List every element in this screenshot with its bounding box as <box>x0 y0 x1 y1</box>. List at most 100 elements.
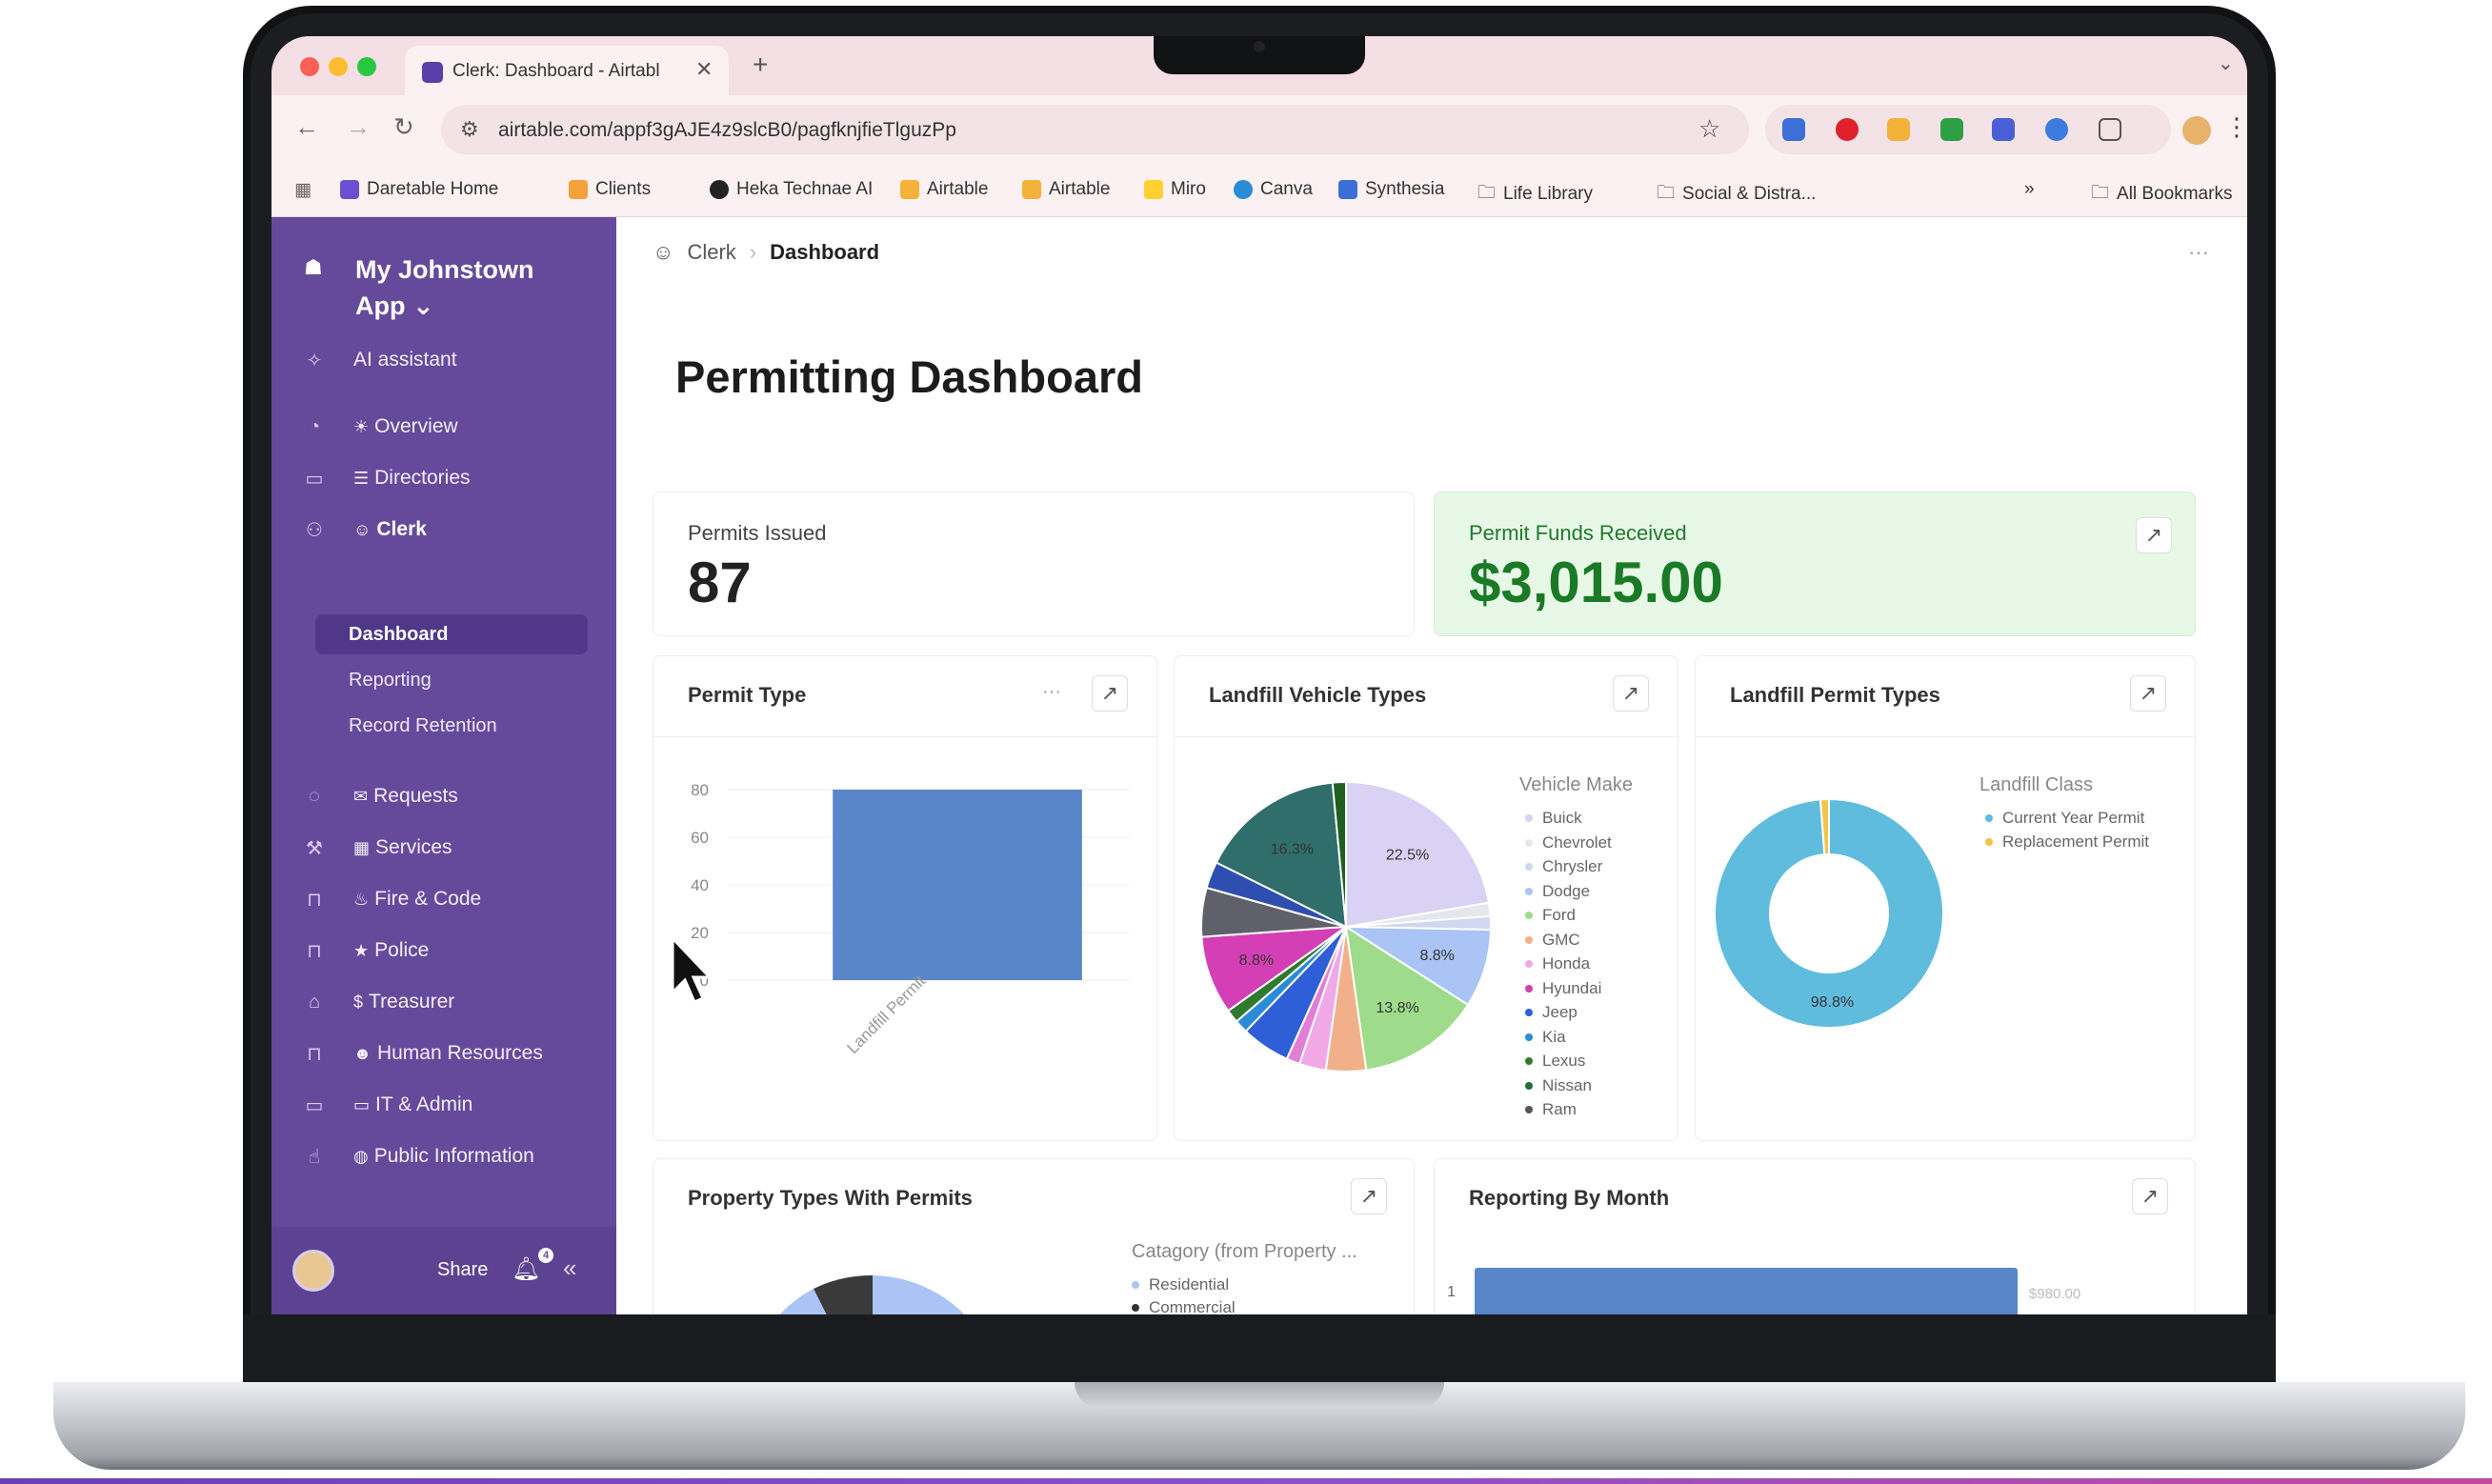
x-tick-label: Landfill Permit <box>843 972 929 1057</box>
new-tab-icon[interactable]: + <box>753 50 769 79</box>
heka-icon <box>710 180 729 199</box>
legend-label: Buick <box>1542 809 1582 827</box>
bar[interactable] <box>833 790 1082 980</box>
bookmark-life-library[interactable]: 🗀 Life Library <box>1477 179 1593 210</box>
more-bookmarks-icon[interactable]: » <box>2024 179 2035 199</box>
browser-tab[interactable]: Clerk: Dashboard - Airtabl ✕ <box>405 46 729 95</box>
collapse-sidebar-icon[interactable]: « <box>563 1253 577 1282</box>
puzzle-extensions-icon[interactable] <box>2099 118 2121 141</box>
card-more-icon[interactable]: ··· <box>1042 681 1061 702</box>
page-more-icon[interactable]: ··· <box>2188 240 2209 264</box>
apps-grid-icon[interactable]: ▦ <box>294 180 312 200</box>
pie-slice[interactable] <box>1331 780 1347 928</box>
expand-icon[interactable]: ↗ <box>1092 675 1128 712</box>
sidebar-item-overview[interactable]: ◔ ☀ Overview <box>271 406 616 448</box>
sidebar-item-requests[interactable]: ◌ ✉ Requests <box>271 775 616 817</box>
clerk-emoji-icon: ☺ <box>353 519 372 539</box>
expand-icon[interactable]: ↗ <box>1351 1178 1387 1214</box>
legend-dot <box>1525 1033 1533 1041</box>
notifications-bell-icon[interactable]: 🔔︎ <box>512 1256 541 1282</box>
card-title: Landfill Permit Types <box>1730 683 1940 707</box>
sidebar-item-directories[interactable]: ▭ ☰ Directories <box>271 457 616 499</box>
close-window-button[interactable] <box>300 57 319 76</box>
bookmark-miro[interactable]: Miro <box>1144 179 1206 200</box>
all-bookmarks[interactable]: 🗀 All Bookmarks <box>2091 179 2232 210</box>
sidebar-item-label: Fire & Code <box>374 888 482 910</box>
legend-item: Current Year Permit <box>1985 809 2144 828</box>
pie-slice[interactable] <box>1200 925 1350 1013</box>
expand-icon[interactable]: ↗ <box>1613 675 1649 712</box>
opera-extension-icon[interactable] <box>1836 118 1859 141</box>
tab-search-chevron-icon[interactable]: ⌄ <box>2218 53 2234 74</box>
sidebar-page-reporting[interactable]: Reporting <box>315 660 588 700</box>
dollar-extension-icon[interactable] <box>1940 118 1963 141</box>
pie-slice[interactable] <box>1342 925 1492 1007</box>
bookmark-synthesia[interactable]: Synthesia <box>1338 179 1444 200</box>
bookmark-star-icon[interactable]: ☆ <box>1698 114 1721 143</box>
sidebar-item-clerk[interactable]: ⚇ ☺ Clerk <box>271 509 616 551</box>
expand-icon[interactable]: ↗ <box>2130 675 2166 712</box>
extension-icon[interactable] <box>1782 118 1805 141</box>
bookmark-social-distra[interactable]: 🗀 Social & Distra... <box>1657 179 1816 210</box>
app-name-switcher[interactable]: My Johnstown App ⌄ <box>355 251 584 324</box>
password-extension-icon[interactable] <box>2045 118 2068 141</box>
profile-avatar[interactable] <box>2182 116 2211 145</box>
bookmark-label: Social & Distra... <box>1682 184 1817 204</box>
share-button[interactable]: Share <box>437 1259 489 1280</box>
kpi-card-permits-issued: Permits Issued 87 <box>653 491 1415 636</box>
hand-icon: ☝ <box>308 1146 321 1168</box>
pie-slice[interactable] <box>1344 924 1470 1072</box>
tab-close-icon[interactable]: ✕ <box>695 57 713 81</box>
bookmark-heka-technae[interactable]: Heka Technae AI <box>710 179 873 200</box>
sidebar-item-ai-assistant[interactable]: ✧ AI assistant <box>271 339 616 381</box>
grid-extension-icon[interactable] <box>1992 118 2015 141</box>
sidebar-page-record-retention[interactable]: Record Retention <box>315 706 588 746</box>
legend-label: Jeep <box>1542 1003 1578 1021</box>
sidebar-item-it-admin[interactable]: ▭ ▭ IT & Admin <box>271 1084 616 1126</box>
bookmark-canva[interactable]: Canva <box>1234 179 1313 200</box>
sidebar-item-fire-code[interactable]: ⊓ ♨ Fire & Code <box>271 878 616 920</box>
bookmark-airtable-2[interactable]: Airtable <box>1022 179 1110 200</box>
expand-icon[interactable]: ↗ <box>2136 517 2172 553</box>
pie-data-label: 22.5% <box>1386 848 1429 864</box>
sidebar-item-police[interactable]: ⊓ ★ Police <box>271 930 616 972</box>
legend-label: Chevrolet <box>1542 832 1612 852</box>
maximize-window-button[interactable] <box>357 57 376 76</box>
canva-icon <box>1234 180 1253 199</box>
browser-menu-icon[interactable]: ⋮ <box>2224 112 2247 141</box>
pie-slice[interactable] <box>1819 799 1830 856</box>
card-title: Reporting By Month <box>1469 1186 1670 1210</box>
user-avatar[interactable] <box>292 1250 334 1292</box>
bar[interactable] <box>1475 1268 2018 1314</box>
browser-toolbar: ← → ↻ ⚙ airtable.com/appf3gAJE4z9slcB0/p… <box>271 95 2247 164</box>
sidebar-item-services[interactable]: ⚒ ▦ Services <box>271 827 616 869</box>
sidebar-page-dashboard[interactable]: Dashboard <box>315 614 588 654</box>
bookmark-daretable-home[interactable]: Daretable Home <box>340 179 498 200</box>
pie-slice[interactable] <box>1715 799 1944 1029</box>
bookmark-clients[interactable]: Clients <box>569 179 651 200</box>
sidebar-item-treasurer[interactable]: ⌂ $ Treasurer <box>271 981 616 1023</box>
bookmark-airtable-1[interactable]: Airtable <box>900 179 988 200</box>
back-icon[interactable]: ← <box>294 112 319 141</box>
breadcrumb: ☺ Clerk › Dashboard <box>653 240 879 265</box>
legend-dot <box>1525 1106 1533 1113</box>
chat-icon: ◌ <box>309 785 320 807</box>
sidebar-item-human-resources[interactable]: ⊓ ☻ Human Resources <box>271 1033 616 1074</box>
pie-data-label: 98.8% <box>1811 994 1854 1011</box>
expand-icon[interactable]: ↗ <box>2132 1178 2168 1214</box>
pie-slice[interactable] <box>1215 781 1348 929</box>
sidebar-item-public-information[interactable]: ☝ ◍ Public Information <box>271 1135 616 1177</box>
legend-label: Residential <box>1149 1275 1230 1293</box>
pie-slice[interactable] <box>1345 780 1491 929</box>
airtable-extension-icon[interactable] <box>1887 118 1910 141</box>
breadcrumb-link-clerk[interactable]: Clerk <box>687 240 736 264</box>
bookmark-label: Miro <box>1171 179 1206 199</box>
address-bar[interactable]: ⚙ airtable.com/appf3gAJE4z9slcB0/pagfknj… <box>441 105 1749 154</box>
extensions-group <box>1765 105 2171 154</box>
sidebar-footer: Share 🔔︎ 4 « <box>271 1227 616 1314</box>
site-settings-icon[interactable]: ⚙ <box>460 117 479 141</box>
minimize-window-button[interactable] <box>329 57 348 76</box>
reload-icon[interactable]: ↻ <box>393 112 414 141</box>
forward-icon[interactable]: → <box>346 112 371 141</box>
legend-item-commercial: Commercial <box>1132 1298 1236 1314</box>
